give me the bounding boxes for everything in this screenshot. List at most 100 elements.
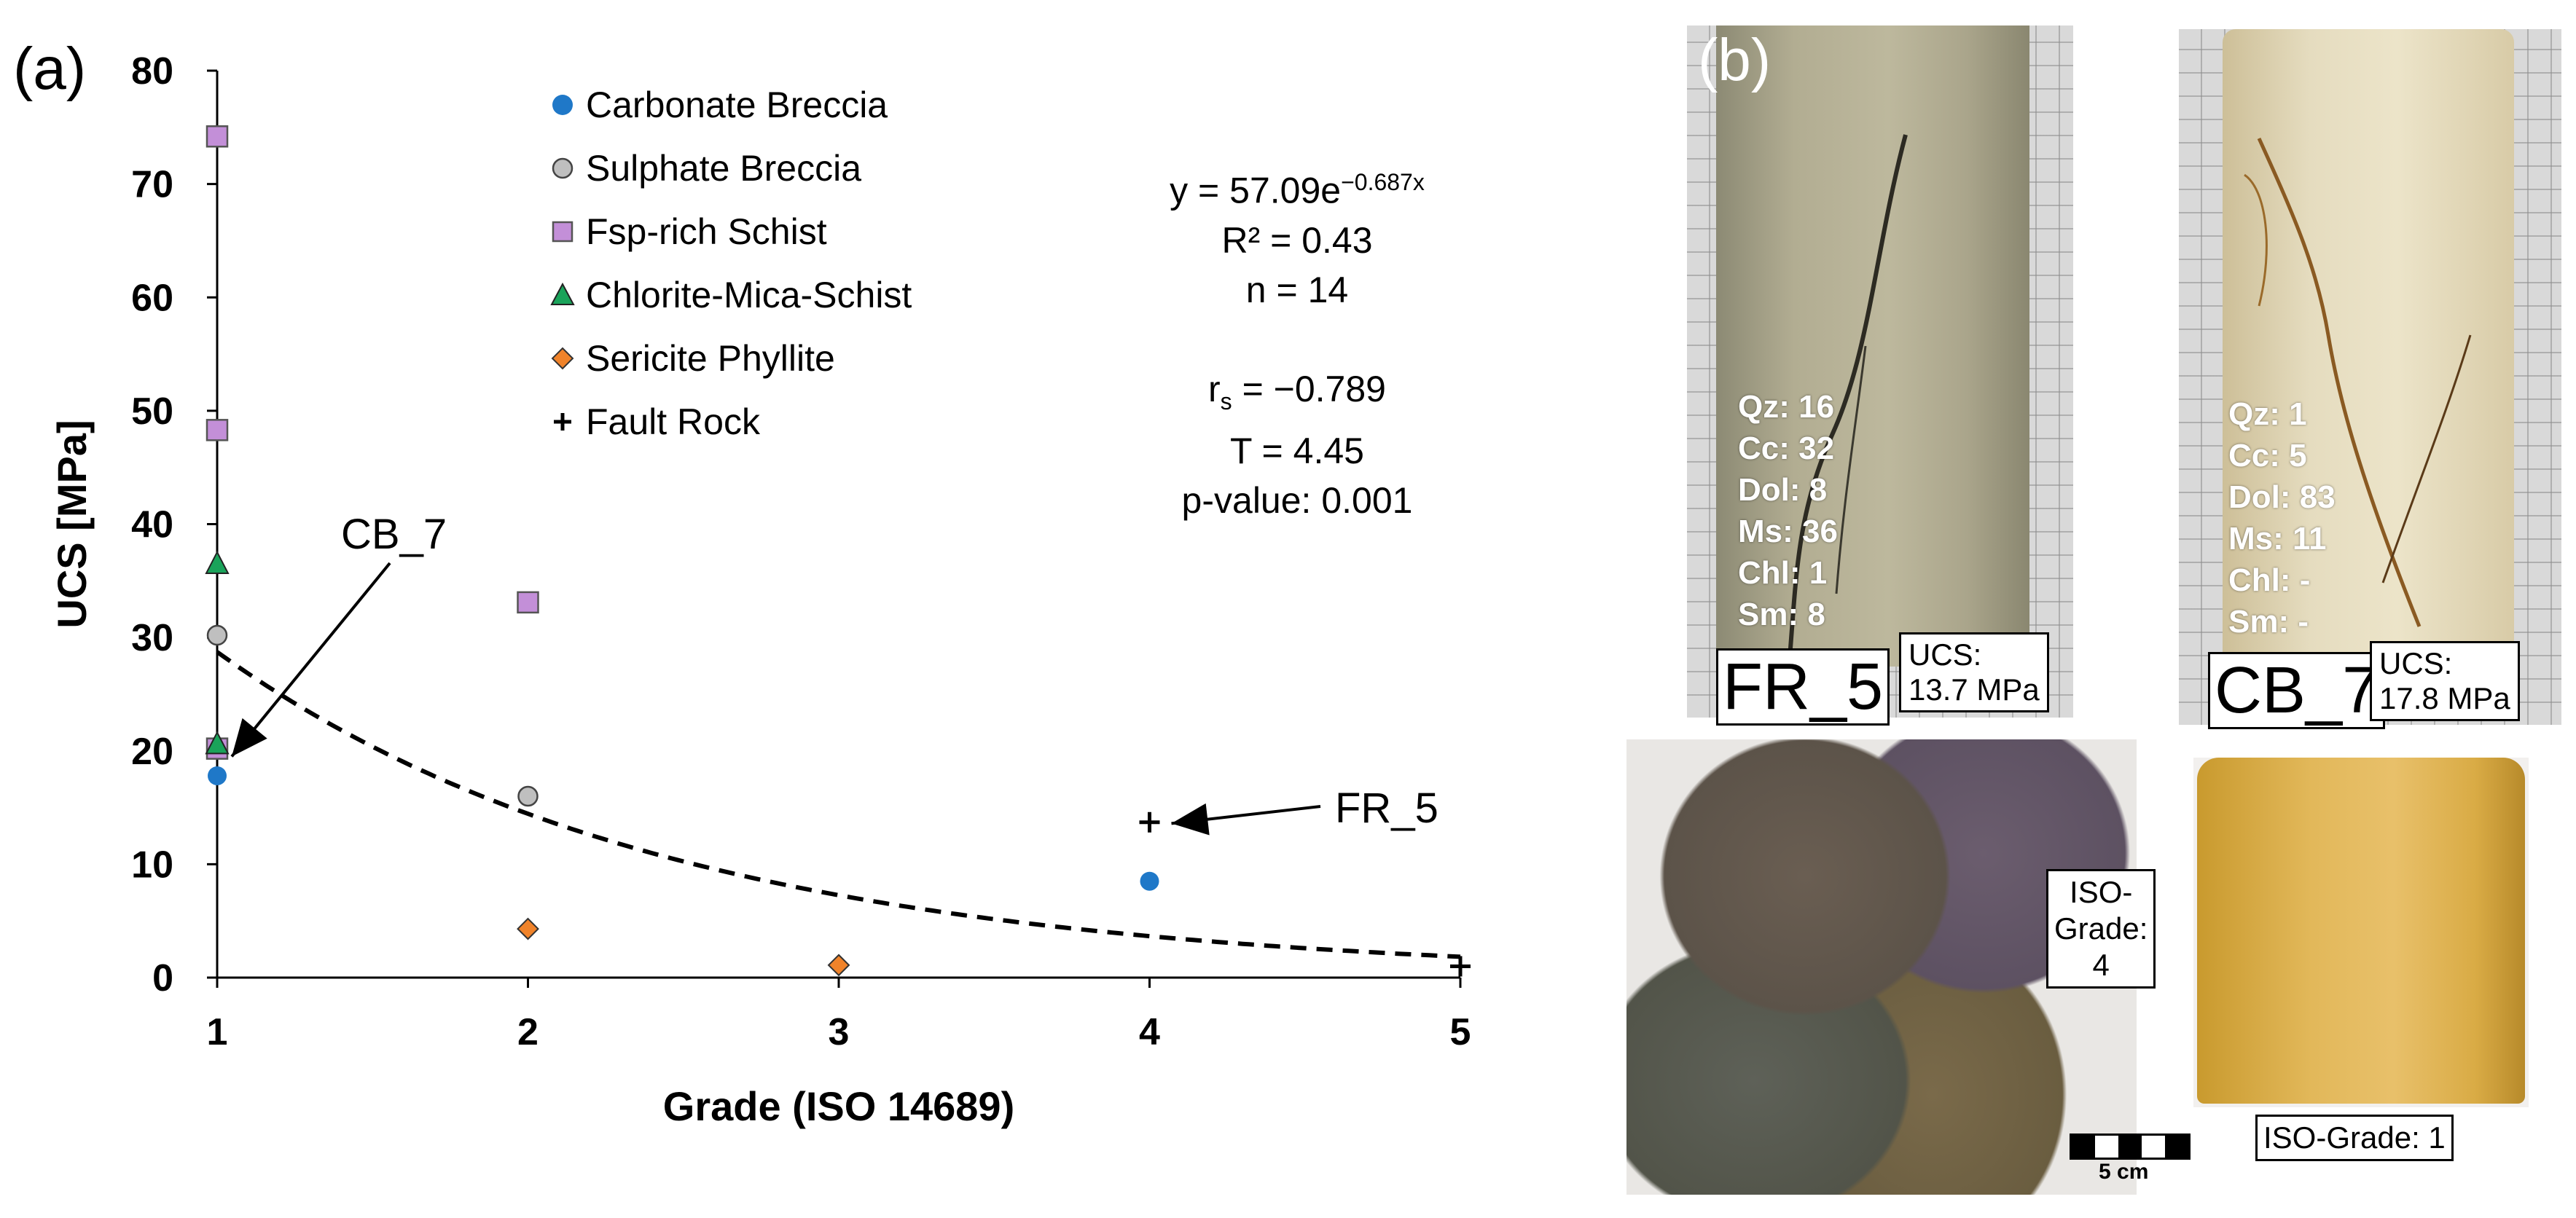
spacer [1078, 315, 1516, 364]
data-point-plus [1139, 812, 1160, 833]
ucs-value: 13.7 MPa [1908, 672, 2040, 707]
iso-grade-line1: ISO- [2070, 875, 2133, 909]
legend-label: Fault Rock [586, 401, 760, 442]
y-tick-label: 30 [131, 617, 173, 659]
x-tick-label: 2 [517, 1011, 539, 1053]
panel-a-letter: (a) [13, 36, 87, 102]
data-point-square [205, 125, 229, 148]
legend-item-sericite-phyllite: Sericite Phyllite [547, 326, 912, 390]
photo-core-fr5 [1687, 25, 2073, 718]
data-point-plus [1450, 956, 1471, 977]
y-tick-label: 50 [131, 390, 173, 433]
mineral-qz: Qz: 1 [2228, 396, 2307, 432]
chart-panel-a: 0 10 20 30 40 50 60 70 80 1 2 3 4 5 Grade (ISO 14689) U… [13, 36, 1516, 1129]
x-axis-label: Grade (ISO 14689) [663, 1083, 1014, 1129]
r-squared: R² = 0.43 [1221, 219, 1373, 261]
legend-item-chlorite-mica-schist: Chlorite-Mica-Schist [547, 263, 912, 326]
iso-grade-box-cylinder: ISO-Grade: 1 [2255, 1115, 2454, 1161]
regression-equation: y = 57.09e−0.687x R² = 0.43 n = 14 rs = … [1078, 157, 1516, 525]
legend-label: Carbonate Breccia [586, 84, 888, 125]
annotation-fr5: FR_5 [1335, 785, 1438, 832]
spearman-rs: rs = −0.789 [1078, 364, 1516, 426]
annotation-cb7: CB_7 [341, 511, 447, 558]
mineral-cc: Cc: 32 [1738, 431, 1835, 466]
legend-item-sulphate-breccia: Sulphate Breccia [547, 136, 912, 200]
equation-line: y = 57.09e−0.687x [1078, 157, 1516, 216]
legend-label: Sulphate Breccia [586, 147, 862, 189]
legend-item-fsp-rich-schist: Fsp-rich Schist [547, 200, 912, 263]
scatter-chart: 0 10 20 30 40 50 60 70 80 1 2 3 4 5 Grade (ISO 14689) U… [49, 50, 1471, 1129]
mineral-list-cb7: Qz: 1 Cc: 5 Dol: 83 Ms: 11 Chl: - Sm: - [2228, 393, 2336, 643]
y-tick-label: 80 [131, 50, 173, 93]
crack-lines-icon [2244, 137, 2472, 627]
data-point-square [205, 419, 229, 441]
legend-label: Fsp-rich Schist [586, 211, 827, 252]
rs-symbol: r [1208, 368, 1221, 409]
data-point-circle [517, 785, 539, 807]
chart-legend: Carbonate Breccia Sulphate Breccia Fsp-r… [547, 73, 912, 453]
sample-label-fr5: FR_5 [1716, 648, 1890, 726]
panel-b-letter: (b) [1698, 27, 1772, 93]
x-tick-label: 3 [829, 1011, 850, 1053]
data-point-circle [1140, 871, 1159, 891]
t-statistic: T = 4.45 [1230, 430, 1364, 471]
ucs-box-cb7: UCS: 17.8 MPa [2370, 641, 2520, 721]
y-tick-label: 60 [131, 277, 173, 319]
core-fr5-body [1716, 25, 2029, 667]
y-tick-label: 0 [152, 957, 173, 999]
data-point-triangle [205, 550, 230, 574]
mineral-dol: Dol: 8 [1738, 472, 1828, 508]
p-value: p-value: 0.001 [1181, 479, 1413, 521]
ucs-box-fr5: UCS: 13.7 MPa [1899, 632, 2049, 712]
iso-grade-line2: Grade: [2054, 911, 2148, 946]
legend-marker-circle-gray-icon [547, 152, 579, 184]
y-tick-label: 20 [131, 731, 173, 773]
legend-item-fault-rock: Fault Rock [547, 390, 912, 453]
equation-exponent: −0.687x [1341, 169, 1425, 195]
legend-marker-plus-icon [547, 406, 579, 438]
data-point-diamond [517, 917, 539, 940]
ucs-value: 17.8 MPa [2379, 681, 2510, 715]
trendline [216, 650, 1461, 959]
iso-grade-line3: 4 [2092, 948, 2110, 982]
scale-bar-icon [2070, 1133, 2191, 1160]
legend-marker-triangle-green-icon [547, 279, 579, 311]
rs-value: = −0.789 [1232, 368, 1386, 409]
data-point-circle [208, 766, 227, 785]
legend-marker-square-purple-icon [547, 216, 579, 248]
photo-core-cylinder [2197, 758, 2525, 1104]
rs-subscript: s [1220, 388, 1232, 414]
legend-label: Sericite Phyllite [586, 337, 835, 379]
mineral-ms: Ms: 11 [2228, 521, 2327, 557]
sample-label-cb7: CB_7 [2208, 652, 2386, 729]
y-axis-label: UCS [MPa] [49, 420, 95, 628]
scale-bar-label: 5 cm [2099, 1160, 2149, 1184]
legend-marker-diamond-orange-icon [547, 342, 579, 374]
crack-lines-icon [1787, 134, 1908, 667]
y-tick-label: 10 [131, 844, 173, 886]
x-tick-label: 4 [1139, 1011, 1160, 1053]
mineral-ms: Ms: 36 [1738, 514, 1838, 549]
annotation-arrow-cb7-head [232, 718, 267, 757]
mineral-qz: Qz: 16 [1738, 389, 1835, 425]
mineral-dol: Dol: 83 [2228, 479, 2336, 515]
mineral-chl: Chl: 1 [1738, 555, 1828, 591]
mineral-sm: Sm: 8 [1738, 597, 1825, 632]
legend-label: Chlorite-Mica-Schist [586, 274, 912, 315]
mineral-list-fr5: Qz: 16 Cc: 32 Dol: 8 Ms: 36 Chl: 1 Sm: 8 [1738, 386, 1838, 635]
sample-count: n = 14 [1245, 269, 1349, 310]
annotation-arrow-cb7 [230, 562, 391, 758]
mineral-chl: Chl: - [2228, 562, 2311, 598]
iso-grade-box-rocks: ISO- Grade: 4 [2046, 869, 2156, 989]
y-tick-label: 70 [131, 164, 173, 206]
data-point-circle [206, 624, 228, 646]
ucs-label: UCS: [1908, 637, 1982, 672]
equation-base: y = 57.09e [1170, 170, 1342, 211]
data-point-triangle [205, 731, 230, 755]
mineral-cc: Cc: 5 [2228, 438, 2307, 474]
legend-marker-circle-blue-icon [547, 89, 579, 121]
annotation-arrow-fr5-head [1171, 803, 1210, 836]
ucs-label: UCS: [2379, 646, 2453, 680]
data-point-square [517, 591, 539, 614]
mineral-sm: Sm: - [2228, 604, 2309, 640]
